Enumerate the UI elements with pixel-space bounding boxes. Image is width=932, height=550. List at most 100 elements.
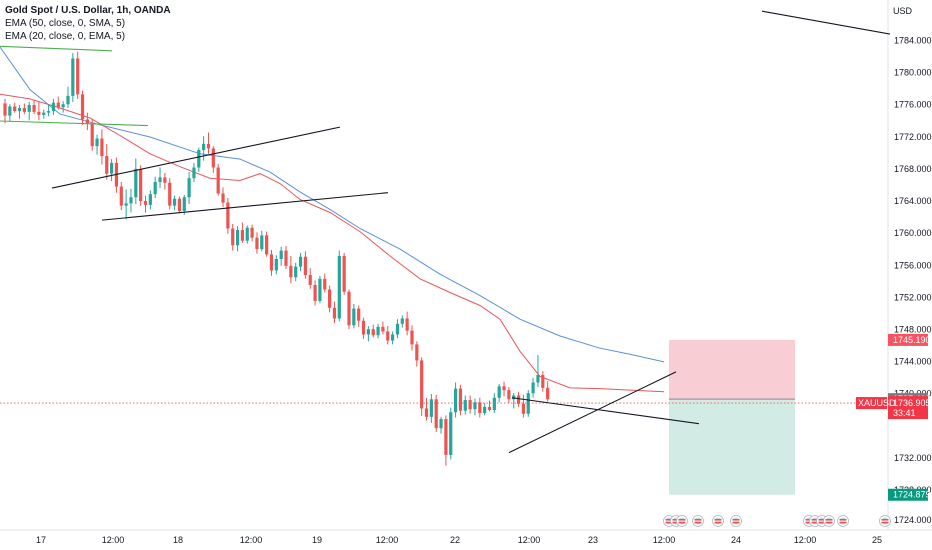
candle-body[interactable] [502,386,506,391]
candle-body[interactable] [206,143,211,149]
candle-body[interactable] [226,202,230,229]
candle-body[interactable] [22,108,26,112]
candle-body[interactable] [37,111,41,115]
candle-body[interactable] [47,111,51,113]
candle-body[interactable] [371,329,375,336]
candle-body[interactable] [250,227,254,238]
candle-body[interactable] [313,284,317,301]
candle-body[interactable] [463,400,467,411]
candle-body[interactable] [512,395,516,400]
candle-body[interactable] [119,186,123,206]
candle-body[interactable] [172,198,177,206]
candle-body[interactable] [468,400,472,410]
trendline-green[interactable] [0,45,113,52]
candle-body[interactable] [143,201,148,205]
candle-body[interactable] [284,250,288,266]
candle-body[interactable] [197,149,201,168]
candle-body[interactable] [303,256,307,276]
candle-body[interactable] [202,143,206,150]
candle-body[interactable] [240,230,245,241]
candle-body[interactable] [357,308,361,321]
candle-body[interactable] [516,395,521,404]
candle-body[interactable] [347,291,351,326]
candle-body[interactable] [400,318,404,324]
trendline-black[interactable] [508,371,677,454]
candle-body[interactable] [521,403,526,414]
trendline-black[interactable] [761,10,891,35]
take-profit-zone[interactable] [669,399,795,495]
candle-body[interactable] [361,320,366,335]
trendline-black[interactable] [511,397,700,425]
candle-body[interactable] [61,104,65,108]
candle-body[interactable] [255,237,259,250]
candle-body[interactable] [274,259,278,271]
trendline-black[interactable] [51,126,341,189]
candle-body[interactable] [531,382,535,394]
candle-body[interactable] [434,399,438,429]
candle-body[interactable] [71,58,75,96]
candle-body[interactable] [497,386,501,398]
candle-body[interactable] [546,387,550,400]
candle-body[interactable] [235,230,240,246]
candle-body[interactable] [391,334,395,341]
candle-body[interactable] [13,106,17,112]
candle-body[interactable] [395,323,400,335]
trendline-green[interactable] [0,120,149,127]
candle-body[interactable] [221,193,225,203]
candle-body[interactable] [56,102,60,108]
candle-body[interactable] [298,256,303,267]
candle-body[interactable] [66,95,70,105]
candle-body[interactable] [415,344,419,361]
candle-body[interactable] [342,255,346,292]
candle-body[interactable] [366,329,370,335]
candle-body[interactable] [429,399,433,417]
candle-body[interactable] [76,58,80,95]
candle-body[interactable] [245,227,249,241]
candle-body[interactable] [449,412,453,455]
candle-body[interactable] [473,402,477,410]
candle-body[interactable] [109,162,114,174]
candle-body[interactable] [158,177,162,182]
candle-body[interactable] [27,104,31,112]
candle-body[interactable] [42,112,46,115]
candle-body[interactable] [265,235,269,255]
candle-body[interactable] [289,265,293,278]
candle-body[interactable] [381,326,385,332]
candle-body[interactable] [90,124,94,147]
candle-body[interactable] [424,408,429,417]
candle-body[interactable] [211,148,215,168]
candle-body[interactable] [139,169,143,202]
candle-body[interactable] [332,307,337,319]
candle-body[interactable] [294,266,298,278]
candle-body[interactable] [8,106,12,116]
candle-body[interactable] [478,402,482,414]
trendline-black[interactable] [101,192,389,221]
candle-body[interactable] [192,167,196,179]
candle-body[interactable] [32,104,36,112]
candle-body[interactable] [129,197,133,204]
candle-body[interactable] [444,419,448,455]
candle-body[interactable] [124,203,128,206]
candle-body[interactable] [182,197,186,211]
candle-body[interactable] [216,167,220,194]
candle-body[interactable] [279,250,283,260]
candle-body[interactable] [487,406,492,410]
candle-body[interactable] [439,419,443,429]
candle-body[interactable] [134,169,138,198]
candle-body[interactable] [231,228,235,246]
candle-body[interactable] [105,156,109,174]
candle-body[interactable] [260,235,264,250]
candle-body[interactable] [3,103,7,116]
candle-body[interactable] [420,360,424,409]
candle-body[interactable] [541,374,545,388]
candle-body[interactable] [376,326,380,336]
candle-body[interactable] [177,198,182,211]
candle-body[interactable] [352,308,356,326]
candle-body[interactable] [453,388,458,413]
candle-body[interactable] [168,182,172,206]
ema20-line[interactable] [0,93,665,393]
candle-body[interactable] [153,181,157,195]
candle-body[interactable] [163,177,167,183]
